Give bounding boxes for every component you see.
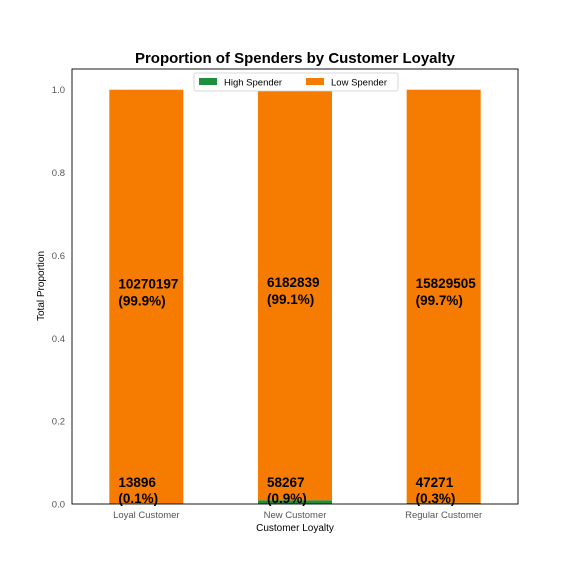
y-tick-label: 0.0 [52, 500, 65, 511]
plot-area: 0.0 0.2 0.4 0.6 0.8 1.0 Loyal Customer New Cust… [52, 69, 518, 521]
data-label-low-count: 6182839 [267, 275, 320, 290]
x-tick-label: Loyal Customer [113, 510, 180, 521]
data-label-low-percent: (99.7%) [416, 293, 463, 308]
data-label-high-percent: (0.3%) [416, 491, 456, 506]
x-tick-label: New Customer [264, 510, 327, 521]
y-tick-label: 0.6 [52, 251, 65, 262]
legend: High Spender Low Spender [194, 73, 398, 91]
x-axis-label: Customer Loyalty [256, 523, 334, 534]
legend-swatch-high-spender [199, 78, 217, 85]
data-label-low-count: 10270197 [118, 277, 178, 292]
data-label-low-count: 15829505 [416, 276, 477, 291]
data-label-low-percent: (99.9%) [118, 294, 165, 309]
data-label-high-percent: (0.9%) [267, 491, 307, 506]
data-label-low-percent: (99.1%) [267, 292, 314, 307]
chart-title: Proportion of Spenders by Customer Loyal… [135, 50, 456, 67]
y-axis-label: Total Proportion [36, 251, 47, 321]
y-tick-label: 0.4 [52, 334, 65, 345]
legend-label-high-spender: High Spender [224, 78, 282, 89]
x-tick-label: Regular Customer [405, 510, 482, 521]
y-tick-label: 0.8 [52, 168, 65, 179]
legend-label-low-spender: Low Spender [331, 78, 387, 89]
data-label-high-percent: (0.1%) [118, 491, 158, 506]
data-label-high-count: 13896 [118, 475, 156, 490]
y-tick-label: 0.2 [52, 417, 65, 428]
data-label-high-count: 47271 [416, 475, 454, 490]
legend-swatch-low-spender [306, 78, 324, 85]
y-tick-label: 1.0 [52, 85, 65, 96]
data-label-high-count: 58267 [267, 475, 305, 490]
